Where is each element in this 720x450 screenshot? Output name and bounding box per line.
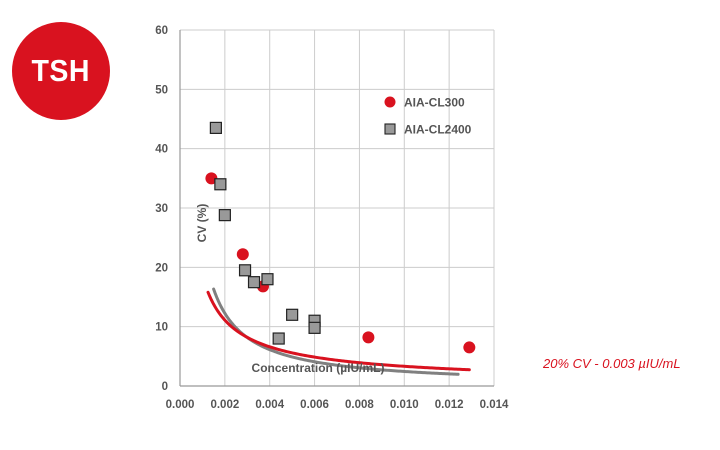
point-aia-cl2400	[209, 121, 222, 135]
fit-curves	[206, 287, 471, 376]
point-aia-cl2400	[214, 178, 227, 191]
point-aia-cl2400	[261, 273, 274, 286]
data-points	[205, 121, 476, 354]
x-tick-label: 0.014	[480, 399, 509, 411]
axis-layer: 0.000 0.002 0.004 0.006 0.008 0.010 0.012 0.014…	[155, 25, 509, 411]
x-axis-label: Concentration (µIU/mL)	[252, 361, 385, 375]
cv-note: 20% CV - 0.003 µIU/mL	[543, 356, 681, 371]
point-aia-cl2400	[272, 332, 285, 345]
y-axis-label: CV (%)	[195, 204, 209, 243]
point-aia-cl2400	[308, 321, 321, 334]
point-aia-cl300	[463, 341, 476, 354]
y-tick-label: 0	[162, 381, 168, 393]
y-tick-label: 60	[155, 25, 168, 37]
x-tick-label: 0.002	[210, 399, 239, 411]
legend-label-aia-cl2400: AIA-CL2400	[404, 123, 472, 137]
grid-layer	[179, 29, 495, 387]
y-tick-label: 40	[155, 144, 168, 156]
legend-label-aia-cl300: AIA-CL300	[404, 96, 465, 110]
x-tick-label: 0.004	[255, 399, 284, 411]
fit-curve-aia-cl300	[206, 290, 471, 372]
y-tick-label: 10	[155, 322, 168, 334]
x-tick-label: 0.000	[166, 399, 195, 411]
tsh-badge: TSH	[12, 22, 110, 120]
point-aia-cl2400	[247, 276, 261, 289]
x-tick-label: 0.006	[300, 399, 329, 411]
point-aia-cl2400	[286, 308, 299, 321]
legend: AIA-CL300 AIA-CL2400	[384, 96, 472, 137]
point-aia-cl300	[362, 331, 375, 344]
badge-label: TSH	[31, 53, 91, 88]
point-aia-cl2400	[238, 264, 252, 277]
x-tick-label: 0.008	[345, 399, 374, 411]
legend-marker-aia-cl2400	[384, 123, 396, 135]
y-tick-label: 20	[155, 262, 168, 274]
x-tick-label: 0.010	[390, 399, 419, 411]
y-tick-label: 30	[155, 203, 168, 215]
point-aia-cl300	[236, 248, 249, 261]
point-aia-cl2400	[218, 209, 231, 222]
legend-marker-aia-cl300	[384, 96, 396, 108]
x-tick-label: 0.012	[435, 399, 464, 411]
y-tick-label: 50	[155, 84, 168, 96]
